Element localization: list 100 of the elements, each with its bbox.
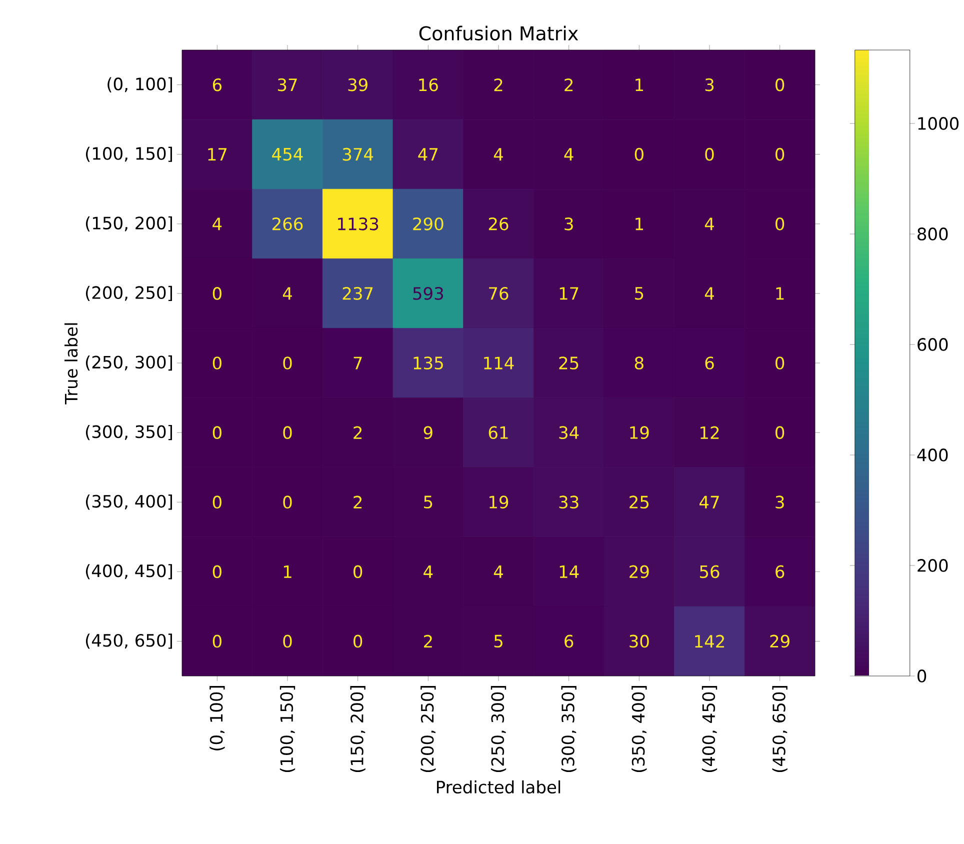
data-label: 37 <box>278 78 297 92</box>
data-label: 16 <box>419 78 438 92</box>
data-label: 25 <box>630 496 648 509</box>
data-label: 17 <box>560 287 578 300</box>
y-tick-label: (450, 650] <box>86 634 172 649</box>
data-label: 0 <box>283 356 292 370</box>
data-label: 3 <box>776 496 784 509</box>
data-label: 0 <box>212 287 222 300</box>
data-label: 0 <box>776 356 784 370</box>
data-label: 0 <box>212 426 222 439</box>
data-label: 47 <box>700 496 719 508</box>
data-label: 2 <box>354 426 362 439</box>
data-label: 290 <box>413 217 444 230</box>
data-label: 34 <box>559 426 579 439</box>
data-label: 6 <box>564 634 574 648</box>
data-label: 0 <box>283 496 292 509</box>
color-bar-label: 600 <box>918 338 948 351</box>
y-tick-label: (300, 350] <box>86 424 172 440</box>
y-tick-label: (100, 150] <box>86 146 172 162</box>
data-label: 56 <box>700 565 720 578</box>
data-label: 135 <box>414 356 443 370</box>
data-label: 0 <box>212 356 222 370</box>
data-label: 0 <box>776 78 784 92</box>
data-label: 237 <box>342 287 373 300</box>
data-label: 5 <box>635 287 644 300</box>
data-label: 593 <box>413 287 444 300</box>
data-label: 29 <box>770 634 790 648</box>
y-axis-title: True label <box>64 323 78 404</box>
data-label: 9 <box>424 426 432 439</box>
data-label: 6 <box>776 565 784 578</box>
data-label: 114 <box>484 356 514 370</box>
data-label: 1133 <box>338 217 378 230</box>
data-label: 39 <box>348 78 368 92</box>
data-label: 61 <box>488 426 508 439</box>
data-label: 1 <box>776 287 784 300</box>
data-label: 5 <box>424 496 432 508</box>
data-label: 29 <box>630 565 649 578</box>
x-tick-label: (0, 100] <box>210 686 225 750</box>
data-label: 4 <box>494 148 503 161</box>
data-label: 266 <box>272 217 303 230</box>
y-tick-label: (350, 400] <box>86 494 172 510</box>
data-label: 6 <box>212 78 222 92</box>
x-tick-label: (350, 400] <box>632 686 647 772</box>
data-label: 3 <box>705 78 714 92</box>
x-tick-label: (400, 450] <box>702 686 718 772</box>
data-label: 454 <box>272 148 303 161</box>
data-label: 33 <box>559 496 578 509</box>
data-label: 4 <box>704 287 714 300</box>
data-label: 0 <box>705 148 714 161</box>
color-bar-label: 400 <box>917 448 948 462</box>
x-tick-label: (150, 200] <box>350 686 366 772</box>
data-label: 3 <box>564 217 573 230</box>
color-bar-label: 800 <box>918 228 948 240</box>
x-tick-label: (450, 650] <box>772 686 788 772</box>
data-label: 76 <box>489 287 508 300</box>
color-bar-label: 200 <box>918 559 948 572</box>
data-label: 1 <box>284 565 292 578</box>
data-label: 19 <box>490 496 508 509</box>
data-label: 7 <box>354 356 362 370</box>
data-label: 0 <box>776 426 784 439</box>
data-label: 0 <box>212 634 222 648</box>
data-label: 19 <box>630 426 649 439</box>
data-label: 0 <box>283 634 292 648</box>
y-tick-label: (400, 450] <box>86 564 172 580</box>
data-label: 0 <box>354 565 362 578</box>
data-label: 25 <box>559 356 578 370</box>
x-tick-label: (250, 300] <box>490 686 506 772</box>
x-tick-label: (100, 150] <box>280 686 296 772</box>
x-axis-title: Predicted label <box>437 780 560 794</box>
data-label: 4 <box>424 565 433 578</box>
data-label: 0 <box>212 496 222 509</box>
data-label: 5 <box>494 634 502 648</box>
data-label: 4 <box>212 218 222 230</box>
data-label: 14 <box>560 565 579 578</box>
color-bar-label: 0 <box>918 670 926 682</box>
data-label: 2 <box>494 78 502 92</box>
data-label: 26 <box>488 217 508 230</box>
data-label: 12 <box>700 426 719 439</box>
data-label: 17 <box>208 148 227 161</box>
data-label: 2 <box>424 634 432 648</box>
data-label: 4 <box>564 148 574 161</box>
data-label: 47 <box>418 148 438 161</box>
chart-title: Confusion Matrix <box>419 26 578 40</box>
data-label: 30 <box>630 634 649 648</box>
data-label: 4 <box>704 218 714 230</box>
data-label: 0 <box>354 634 362 648</box>
y-tick-label: (0, 100] <box>108 77 172 92</box>
data-label: 0 <box>776 148 784 161</box>
data-label: 6 <box>705 356 714 370</box>
data-label: 142 <box>695 634 724 648</box>
y-tick-label: (150, 200] <box>86 216 172 232</box>
data-label: 0 <box>776 217 784 230</box>
color-bar-label: 1000 <box>918 117 959 130</box>
data-label: 1 <box>636 218 644 230</box>
y-tick-label: (200, 250] <box>86 286 172 302</box>
data-label: 4 <box>282 287 292 300</box>
data-label: 8 <box>634 356 644 370</box>
data-label: 374 <box>342 148 374 161</box>
data-label: 1 <box>636 78 644 91</box>
x-tick-label: (200, 250] <box>420 686 436 772</box>
